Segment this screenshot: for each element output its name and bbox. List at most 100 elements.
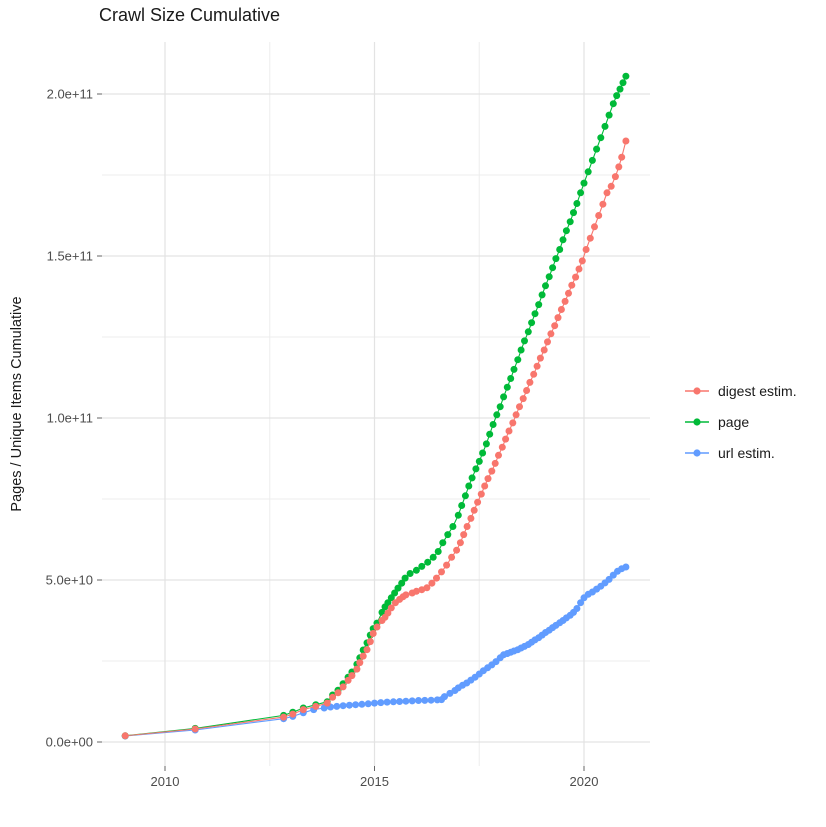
data-point-digest-estim bbox=[339, 683, 347, 691]
data-point-page bbox=[493, 411, 501, 419]
data-point-digest-estim bbox=[547, 330, 555, 338]
series-points-page bbox=[121, 72, 630, 740]
data-point-digest-estim bbox=[280, 713, 288, 721]
data-point-digest-estim bbox=[551, 322, 559, 330]
y-tick-label: 1.0e+11 bbox=[47, 411, 93, 426]
data-point-page bbox=[549, 264, 557, 272]
data-point-url-estim bbox=[377, 699, 385, 707]
data-point-digest-estim bbox=[423, 584, 431, 592]
data-point-page bbox=[500, 393, 508, 401]
series-line-digest-estim bbox=[125, 140, 627, 737]
data-point-digest-estim bbox=[575, 265, 583, 273]
data-point-digest-estim bbox=[289, 710, 297, 718]
data-point-digest-estim bbox=[323, 699, 331, 707]
data-point-page bbox=[562, 227, 570, 235]
data-point-digest-estim bbox=[353, 665, 361, 673]
data-point-page bbox=[465, 482, 473, 490]
data-point-digest-estim bbox=[536, 354, 544, 362]
data-point-digest-estim bbox=[329, 693, 337, 701]
data-point-digest-estim bbox=[565, 289, 572, 297]
data-point-digest-estim bbox=[603, 189, 611, 197]
data-point-url-estim bbox=[415, 697, 422, 704]
data-point-url-estim bbox=[427, 696, 435, 704]
x-tick-label: 2010 bbox=[151, 774, 180, 789]
data-point-digest-estim bbox=[387, 604, 395, 612]
legend-item-url-estim: url estim. bbox=[684, 442, 797, 464]
data-point-page bbox=[524, 328, 532, 336]
legend: digest estim. page url estim. bbox=[684, 380, 797, 473]
data-point-url-estim bbox=[573, 605, 581, 612]
x-tick-label: 2015 bbox=[360, 774, 389, 789]
data-point-digest-estim bbox=[359, 652, 367, 660]
data-point-url-estim bbox=[605, 575, 613, 583]
data-point-page bbox=[605, 111, 613, 119]
data-point-page bbox=[570, 209, 577, 217]
data-point-digest-estim bbox=[467, 514, 475, 522]
data-point-page bbox=[391, 589, 399, 597]
data-point-digest-estim bbox=[599, 200, 607, 208]
data-point-page bbox=[573, 200, 581, 207]
data-point-digest-estim bbox=[438, 568, 445, 576]
data-point-digest-estim bbox=[456, 539, 464, 547]
data-point-digest-estim bbox=[607, 182, 615, 190]
data-point-url-estim bbox=[333, 702, 341, 710]
data-point-digest-estim bbox=[595, 212, 603, 219]
legend-label-page: page bbox=[718, 414, 750, 430]
data-point-page bbox=[588, 156, 596, 164]
data-point-page bbox=[412, 566, 420, 574]
series-points-url-estim bbox=[121, 563, 630, 740]
data-point-digest-estim bbox=[191, 725, 199, 733]
data-point-digest-estim bbox=[526, 378, 534, 386]
data-point-url-estim bbox=[421, 696, 429, 704]
data-point-digest-estim bbox=[448, 553, 456, 561]
data-point-page bbox=[514, 356, 522, 364]
data-point-digest-estim bbox=[586, 234, 594, 242]
data-point-page bbox=[613, 92, 621, 100]
data-point-page bbox=[482, 440, 490, 448]
legend-label-digest: digest estim. bbox=[718, 383, 797, 399]
data-point-page bbox=[552, 255, 560, 263]
data-point-digest-estim bbox=[334, 689, 342, 697]
data-point-page bbox=[401, 574, 409, 582]
data-point-digest-estim bbox=[453, 546, 461, 554]
data-point-digest-estim bbox=[402, 591, 410, 599]
data-point-digest-estim bbox=[505, 427, 513, 435]
data-point-page bbox=[584, 168, 592, 176]
data-point-digest-estim bbox=[344, 676, 352, 684]
data-point-page bbox=[434, 548, 442, 555]
data-point-digest-estim bbox=[509, 419, 517, 427]
data-point-url-estim bbox=[371, 699, 378, 707]
data-point-digest-estim bbox=[484, 475, 492, 483]
data-point-page bbox=[461, 492, 469, 500]
data-point-page bbox=[528, 319, 536, 327]
data-point-digest-estim bbox=[348, 672, 356, 680]
data-point-page bbox=[472, 465, 480, 473]
data-point-digest-estim bbox=[554, 314, 562, 322]
data-point-page bbox=[429, 553, 437, 561]
data-point-digest-estim bbox=[443, 561, 451, 569]
data-point-digest-estim bbox=[488, 467, 496, 475]
data-point-digest-estim bbox=[299, 706, 307, 714]
data-point-page bbox=[454, 511, 462, 519]
legend-label-url: url estim. bbox=[718, 445, 775, 461]
y-tick-label: 5.0e+10 bbox=[46, 573, 93, 588]
series-line-url-estim bbox=[125, 566, 627, 737]
data-point-digest-estim bbox=[433, 574, 440, 582]
data-point-digest-estim bbox=[502, 435, 510, 443]
data-point-page bbox=[559, 236, 567, 244]
data-point-digest-estim bbox=[428, 579, 436, 587]
data-point-page bbox=[439, 539, 447, 547]
data-point-page bbox=[503, 383, 511, 391]
data-point-digest-estim bbox=[533, 362, 541, 370]
data-point-page bbox=[468, 474, 476, 482]
data-point-url-estim bbox=[352, 701, 360, 709]
series-points-digest-estim bbox=[121, 137, 630, 740]
data-point-digest-estim bbox=[495, 451, 502, 459]
data-point-digest-estim bbox=[523, 387, 531, 394]
data-point-digest-estim bbox=[369, 630, 377, 637]
y-tick-label: 1.5e+11 bbox=[47, 249, 93, 264]
data-point-page bbox=[622, 72, 630, 80]
data-point-digest-estim bbox=[611, 173, 619, 181]
data-point-digest-estim bbox=[498, 443, 506, 451]
data-point-page bbox=[538, 291, 546, 299]
